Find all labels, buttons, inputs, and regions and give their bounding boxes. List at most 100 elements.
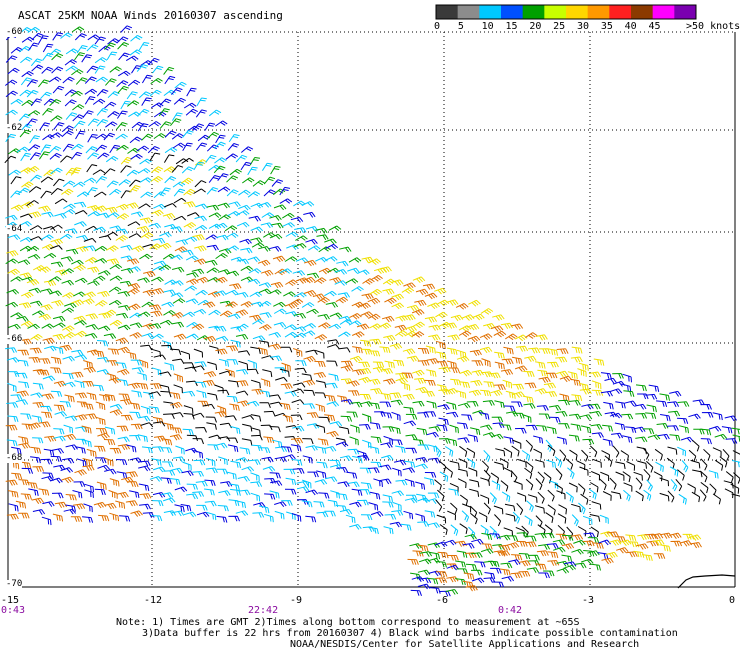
- wind-barb: [628, 541, 640, 548]
- wind-barb: [295, 235, 308, 241]
- wind-barb: [260, 424, 273, 431]
- wind-barb: [151, 348, 161, 358]
- wind-barb: [389, 392, 402, 399]
- wind-barb: [183, 511, 197, 518]
- wind-barb: [204, 122, 216, 131]
- wind-barb: [714, 433, 728, 440]
- wind-barb: [130, 423, 143, 430]
- wind-barb: [150, 515, 163, 522]
- wind-barb: [525, 461, 534, 473]
- wind-barb: [379, 464, 392, 471]
- wind-barb: [525, 332, 538, 339]
- wind-barb: [213, 165, 226, 174]
- wind-barb: [5, 424, 18, 431]
- wind-barb: [109, 447, 122, 454]
- wind-barb: [412, 369, 425, 377]
- wind-barb: [5, 479, 18, 486]
- wind-barb: [455, 578, 466, 586]
- wind-barb: [456, 355, 470, 363]
- color-bar-label: 5: [457, 21, 464, 32]
- wind-barb: [19, 338, 32, 345]
- wind-barb: [28, 488, 39, 496]
- wind-barb: [589, 410, 603, 417]
- lon-label-12: -12: [144, 595, 163, 606]
- wind-barb: [82, 458, 93, 466]
- wind-barb: [403, 282, 416, 289]
- wind-barb: [5, 109, 18, 116]
- wind-barb: [19, 221, 32, 227]
- wind-barb: [38, 35, 49, 44]
- wind-barb: [395, 479, 408, 486]
- wind-barb: [637, 534, 650, 541]
- wind-barb: [623, 390, 635, 397]
- wind-barb: [208, 434, 222, 440]
- wind-barb: [329, 312, 343, 318]
- color-bar-segment: [566, 5, 589, 19]
- wind-barb: [659, 477, 669, 487]
- wind-barb: [215, 120, 228, 127]
- wind-barb: [581, 449, 589, 462]
- wind-barb: [437, 404, 450, 411]
- wind-barb: [139, 503, 151, 510]
- wind-barb: [466, 447, 476, 459]
- wind-barb: [528, 560, 540, 566]
- wind-barb: [446, 299, 459, 306]
- wind-barb: [382, 494, 393, 502]
- wind-barb: [438, 366, 451, 373]
- wind-barb: [38, 79, 50, 88]
- wind-barb: [555, 533, 568, 540]
- wind-barb: [647, 434, 661, 441]
- wind-barb: [250, 226, 264, 233]
- wind-barb: [106, 245, 119, 252]
- wind-barb: [590, 424, 603, 430]
- wind-barb: [480, 548, 494, 555]
- wind-barb: [94, 57, 108, 64]
- wind-barb: [534, 388, 548, 395]
- wind-barb: [462, 503, 472, 513]
- wind-barb: [318, 246, 331, 253]
- wind-barb: [646, 479, 653, 492]
- wind-barb: [301, 500, 313, 508]
- wind-barb: [117, 42, 129, 50]
- wind-barb: [471, 538, 484, 545]
- wind-barb: [116, 80, 129, 87]
- wind-barb: [6, 402, 19, 408]
- wind-barb: [349, 501, 362, 508]
- wind-barb: [83, 366, 96, 374]
- wind-barb: [260, 269, 274, 277]
- wind-barb: [534, 505, 545, 514]
- wind-barb: [171, 412, 184, 418]
- wind-barb: [435, 561, 447, 568]
- wind-barb: [648, 384, 660, 393]
- wind-barb: [235, 334, 249, 340]
- coastline: [677, 574, 736, 589]
- wind-barb: [218, 248, 232, 254]
- lat-label-66: -66: [6, 334, 23, 344]
- wind-barb: [722, 448, 730, 462]
- wind-barb: [469, 479, 480, 488]
- wind-barb: [709, 483, 717, 496]
- wind-barb: [139, 217, 153, 224]
- wind-barb: [642, 447, 650, 460]
- wind-barb: [17, 187, 30, 195]
- wind-barb: [523, 395, 534, 404]
- wind-barb: [588, 403, 601, 410]
- wind-barb: [692, 439, 700, 452]
- wind-barb: [501, 576, 515, 582]
- wind-barb: [468, 299, 481, 307]
- wind-barb: [471, 360, 484, 367]
- wind-barb: [733, 472, 740, 484]
- wind-barb: [501, 491, 511, 502]
- wind-barb: [315, 424, 326, 433]
- wind-barb: [345, 278, 359, 284]
- wind-barb: [171, 165, 184, 173]
- wind-barb: [129, 322, 143, 329]
- wind-barb: [402, 467, 416, 474]
- wind-barb: [30, 236, 43, 241]
- wind-barb: [28, 144, 41, 152]
- wind-barb: [653, 471, 663, 482]
- wind-barb: [149, 152, 161, 162]
- wind-barb: [404, 325, 417, 333]
- wind-barb: [159, 384, 170, 393]
